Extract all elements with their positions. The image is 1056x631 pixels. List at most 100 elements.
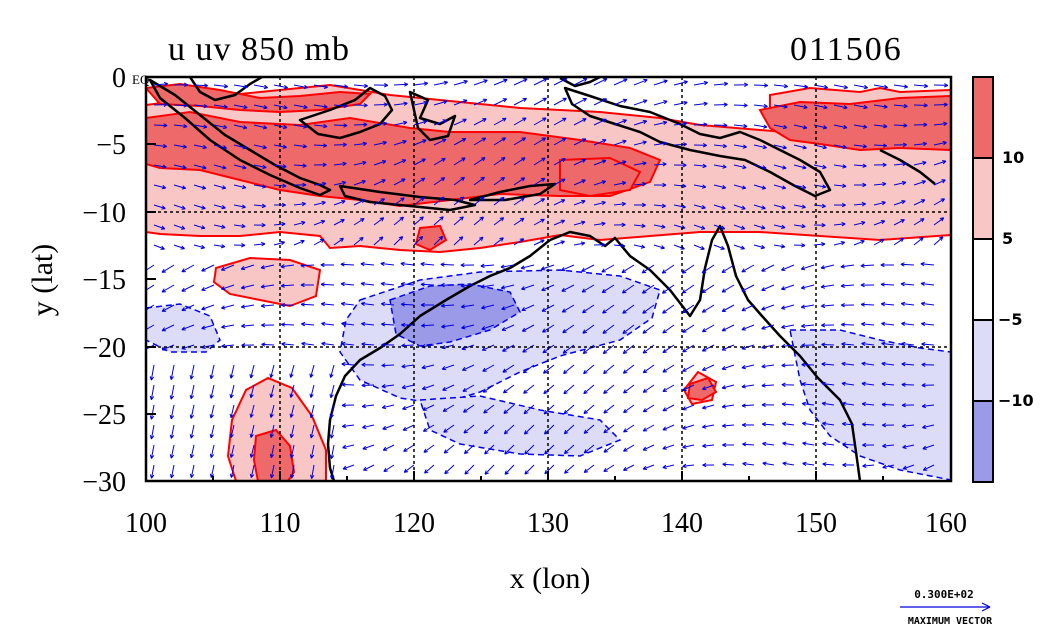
wind-vector-arrow bbox=[273, 221, 286, 227]
wind-vector-arrow bbox=[442, 404, 455, 412]
wind-vector-arrow bbox=[413, 158, 426, 166]
wind-vector-arrow bbox=[702, 364, 715, 371]
wind-vector-arrow bbox=[249, 464, 255, 479]
wind-vector-arrow bbox=[880, 262, 894, 268]
wind-vector-arrow bbox=[403, 464, 415, 473]
wind-vector-arrow bbox=[593, 242, 606, 247]
wind-vector-arrow bbox=[201, 284, 215, 291]
wind-vector-arrow bbox=[583, 384, 595, 395]
wind-vector-arrow bbox=[173, 244, 185, 250]
wind-vector-arrow bbox=[901, 321, 915, 327]
wind-vector-arrow bbox=[922, 444, 935, 450]
wind-vector-arrow bbox=[393, 178, 406, 186]
wind-vector-arrow bbox=[653, 203, 666, 209]
wind-vector-arrow bbox=[781, 382, 795, 387]
wind-vector-arrow bbox=[169, 384, 175, 400]
wind-vector-arrow bbox=[603, 444, 615, 453]
wind-vector-arrow bbox=[573, 179, 586, 186]
wind-vector-arrow bbox=[702, 443, 715, 448]
wind-vector-arrow bbox=[193, 124, 208, 129]
wind-vector-arrow bbox=[173, 103, 188, 108]
wind-vector-arrow bbox=[742, 442, 755, 447]
wind-vector-arrow bbox=[861, 422, 875, 427]
wind-vector-arrow bbox=[662, 384, 675, 392]
wind-vector-arrow bbox=[146, 304, 155, 313]
wind-vector-arrow bbox=[293, 124, 308, 129]
wind-vector-arrow bbox=[893, 84, 909, 89]
wind-vector-arrow bbox=[642, 384, 655, 393]
wind-vector-arrow bbox=[861, 341, 875, 347]
wind-vector-arrow bbox=[822, 421, 835, 426]
wind-vector-arrow bbox=[713, 224, 726, 230]
y-tick-label: −15 bbox=[82, 265, 126, 296]
wind-vector-arrow bbox=[342, 464, 355, 470]
axis-ticks bbox=[145, 76, 884, 482]
wind-vector-arrow bbox=[441, 324, 455, 329]
wind-vector-arrow bbox=[673, 162, 687, 168]
wind-vector-arrow bbox=[793, 223, 806, 229]
wind-vector-arrow bbox=[233, 184, 247, 190]
wind-vector-arrow bbox=[713, 102, 728, 107]
x-tick-label: 150 bbox=[795, 508, 837, 539]
wind-vector-arrow bbox=[653, 182, 667, 188]
wind-vector-arrow bbox=[189, 384, 195, 400]
wind-vector-arrow bbox=[782, 441, 795, 446]
wind-vector-arrow bbox=[341, 382, 355, 387]
wind-vector-arrow bbox=[642, 424, 655, 432]
wind-vector-arrow bbox=[922, 464, 935, 471]
wind-vector-arrow bbox=[921, 321, 935, 327]
wind-vector-arrow bbox=[542, 324, 555, 333]
wind-vector-arrow bbox=[333, 103, 348, 109]
wind-vector-arrow bbox=[893, 200, 906, 206]
wind-vector-arrow bbox=[693, 204, 706, 210]
wind-vector-arrow bbox=[493, 176, 506, 186]
wind-vector-arrow bbox=[503, 424, 515, 435]
wind-vector-arrow bbox=[833, 104, 848, 110]
timestamp-label: 011506 bbox=[790, 31, 903, 68]
wind-vector-arrow bbox=[209, 384, 215, 399]
wind-vector-arrow bbox=[253, 104, 268, 110]
wind-vector-arrow bbox=[642, 464, 655, 470]
wind-vector-arrow bbox=[793, 164, 807, 170]
wind-vector-arrow bbox=[333, 237, 344, 246]
wind-vector-arrow bbox=[402, 404, 415, 410]
wind-vector-arrow bbox=[633, 78, 648, 86]
wind-vector-arrow bbox=[593, 78, 608, 86]
wind-vector-arrow bbox=[782, 421, 795, 427]
wind-vector-arrow bbox=[821, 381, 835, 387]
wind-vector-arrow bbox=[633, 181, 647, 187]
wind-vector-arrow bbox=[641, 284, 655, 294]
wind-vector-arrow bbox=[781, 402, 795, 407]
wind-vector-arrow bbox=[773, 83, 789, 89]
wind-vector-arrow bbox=[320, 282, 335, 287]
wind-vector-arrow bbox=[613, 222, 626, 228]
wind-vector-arrow bbox=[662, 424, 675, 431]
wind-vector-arrow bbox=[701, 264, 715, 274]
wind-vector-arrow bbox=[733, 244, 745, 250]
vector-key-arrow-icon bbox=[900, 602, 991, 612]
wind-vector-arrow bbox=[273, 104, 288, 110]
wind-vector-arrow bbox=[833, 164, 847, 169]
wind-vector-arrow bbox=[563, 364, 575, 375]
wind-vector-arrow bbox=[146, 264, 155, 273]
wind-vector-arrow bbox=[173, 123, 188, 129]
wind-vector-arrow bbox=[480, 263, 495, 268]
wind-vector-arrow bbox=[293, 239, 305, 246]
wind-vector-arrow bbox=[913, 122, 928, 127]
wind-vector-arrow bbox=[901, 403, 915, 408]
wind-vector-arrow bbox=[761, 422, 775, 427]
wind-vector-arrow bbox=[602, 304, 615, 314]
wind-vector-arrow bbox=[682, 304, 695, 314]
wind-vector-arrow bbox=[209, 364, 215, 380]
wind-vector-arrow bbox=[213, 104, 228, 109]
wind-vector-arrow bbox=[913, 199, 926, 206]
wind-vector-arrow bbox=[321, 341, 335, 347]
wind-vector-arrow bbox=[553, 240, 565, 246]
wind-vector-arrow bbox=[761, 264, 775, 272]
wind-vector-arrow bbox=[453, 138, 467, 146]
wind-vector-arrow bbox=[593, 118, 607, 126]
wind-vector-arrow bbox=[433, 235, 444, 246]
wind-vector-arrow bbox=[249, 364, 255, 379]
wind-vector-arrow bbox=[341, 341, 355, 347]
wind-vector-arrow bbox=[221, 304, 235, 310]
